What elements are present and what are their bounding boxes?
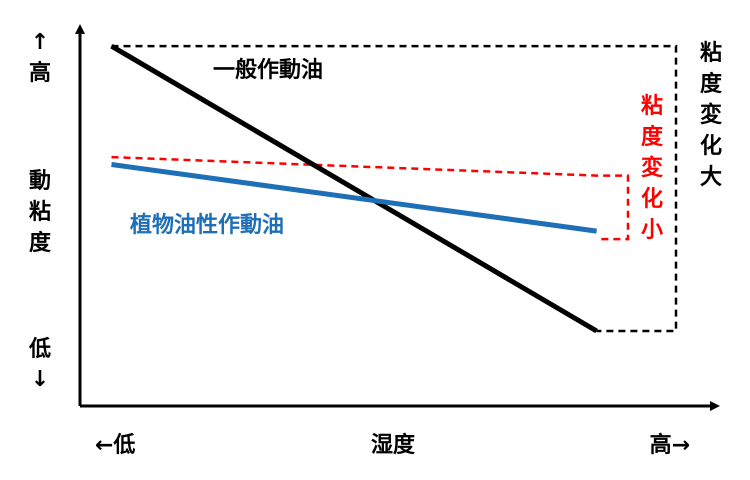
- large-change-char-4: 化: [700, 133, 722, 159]
- small-change-char-3: 変: [641, 155, 663, 181]
- large-change-bracket: [111, 44, 678, 333]
- y-low-arrow: ↓: [31, 367, 49, 392]
- x-low-label: ←低: [95, 433, 135, 458]
- large-change-char-1: 粘: [700, 41, 722, 66]
- series-label-general-hydraulic-oil: 一般作動油: [213, 57, 323, 83]
- x-high-label: 高→: [650, 432, 690, 458]
- small-change-char-5: 小: [641, 218, 663, 243]
- series-line-vegetable-hydraulic-oil: [111, 162, 597, 234]
- x-axis-title: 湿度: [371, 432, 416, 458]
- y-high-label: 高: [29, 60, 51, 86]
- y-low-label: 低: [28, 337, 51, 362]
- series-label-vegetable-hydraulic-oil: 植物油性作動油: [130, 212, 284, 238]
- y-title-char-2: 粘: [29, 200, 51, 225]
- large-change-char-2: 度: [700, 71, 723, 97]
- series-line-general-hydraulic-oil: [110, 43, 598, 334]
- small-change-char-2: 度: [641, 124, 664, 150]
- large-change-char-3: 変: [700, 102, 722, 128]
- large-change-char-5: 大: [700, 165, 722, 190]
- small-change-char-4: 化: [641, 186, 663, 212]
- y-high-arrow: ↑: [31, 30, 49, 55]
- y-title-char-1: 動: [29, 169, 51, 194]
- small-change-char-1: 粘: [641, 94, 663, 119]
- y-title-char-3: 度: [29, 230, 52, 256]
- small-change-bracket: [111, 155, 630, 241]
